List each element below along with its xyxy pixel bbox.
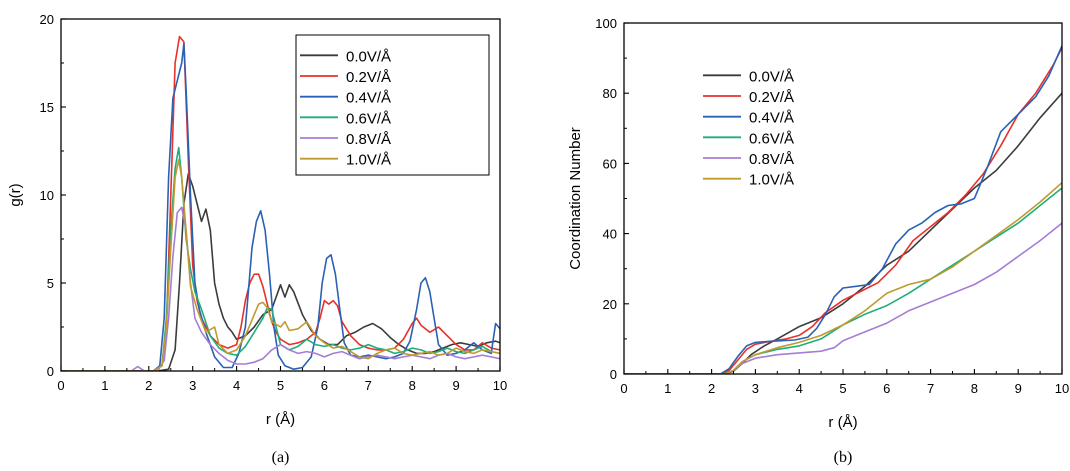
y-tick-label: 20: [603, 297, 617, 312]
x-tick-label: 7: [927, 381, 934, 396]
legend-label: 1.0V/Å: [346, 152, 391, 169]
y-tick-label: 100: [595, 16, 617, 31]
legend-label: 0.8V/Å: [749, 151, 794, 168]
legend-box: [295, 34, 490, 176]
y-tick-label: 5: [47, 276, 54, 291]
x-tick-label: 8: [409, 378, 416, 393]
panel-a-ticks: 0 1 2 3 4 5 6 7 8 9 10 0 5 10 15 20: [40, 12, 508, 393]
legend-label: 0.0V/Å: [346, 48, 391, 65]
x-tick-label: 0: [57, 378, 64, 393]
panel-b-curves: [624, 45, 1062, 374]
x-tick-label: 4: [233, 378, 240, 393]
y-tick-label: 0: [610, 367, 617, 382]
panel-b-legend: 0.0V/Å 0.2V/Å 0.4V/Å 0.6V/Å 0.8V/Å 1.0V/Å: [699, 55, 811, 195]
x-tick-label: 2: [708, 381, 715, 396]
panel-a-curves: [61, 35, 500, 371]
x-tick-label: 3: [189, 378, 196, 393]
legend-label: 0.6V/Å: [749, 130, 794, 147]
panel-b-caption: (b): [834, 449, 853, 466]
legend-label: 0.0V/Å: [749, 68, 794, 85]
series-line-1-0V: [624, 182, 1062, 374]
series-line-0-4V: [61, 42, 500, 371]
x-tick-label: 0: [620, 381, 627, 396]
panel-b-x-axis-label: r (Å): [828, 414, 857, 431]
x-tick-label: 5: [277, 378, 284, 393]
legend-label: 0.8V/Å: [346, 131, 391, 148]
y-tick-label: 80: [603, 86, 617, 101]
panel-a-legend: 0.0V/Å 0.2V/Å 0.4V/Å 0.6V/Å 0.8V/Å 1.0V/Å: [295, 34, 490, 176]
series-line-0-8V: [61, 206, 500, 371]
panel-b-y-axis-label: Coordination Number: [567, 127, 584, 270]
x-tick-label: 8: [971, 381, 978, 396]
y-tick-label: 15: [40, 100, 54, 115]
legend-label: 0.6V/Å: [346, 110, 391, 127]
legend-box: [699, 55, 811, 195]
y-tick-label: 0: [47, 364, 54, 379]
x-tick-label: 9: [1015, 381, 1022, 396]
series-line-0-6V: [61, 146, 500, 371]
panel-a-y-axis-label: g(r): [7, 183, 24, 206]
series-line-0-2V: [61, 35, 500, 371]
x-tick-label: 10: [493, 378, 507, 393]
x-tick-label: 1: [101, 378, 108, 393]
legend-label: 0.2V/Å: [346, 69, 391, 86]
panel-b-plot-frame: [623, 22, 1063, 375]
x-tick-label: 2: [145, 378, 152, 393]
series-line-1-0V: [61, 159, 500, 371]
y-tick-label: 40: [603, 227, 617, 242]
x-tick-label: 5: [839, 381, 846, 396]
x-tick-label: 1: [664, 381, 671, 396]
y-tick-label: 60: [603, 156, 617, 171]
legend-label: 0.4V/Å: [346, 90, 391, 107]
legend-label: 0.4V/Å: [749, 110, 794, 127]
series-line-0-6V: [624, 187, 1062, 374]
x-tick-label: 3: [752, 381, 759, 396]
series-line-0-8V: [624, 222, 1062, 374]
legend-label: 1.0V/Å: [749, 172, 794, 189]
x-tick-label: 10: [1055, 381, 1069, 396]
panel-a-x-axis-label: r (Å): [266, 411, 295, 428]
y-tick-label: 10: [40, 188, 54, 203]
series-line-0-0V: [624, 92, 1062, 374]
x-tick-label: 7: [365, 378, 372, 393]
panel-a-caption: (a): [272, 449, 290, 466]
x-tick-label: 9: [452, 378, 459, 393]
x-tick-label: 6: [883, 381, 890, 396]
y-tick-label: 20: [40, 12, 54, 27]
series-line-0-2V: [624, 47, 1062, 374]
legend-label: 0.2V/Å: [749, 89, 794, 106]
x-tick-label: 6: [321, 378, 328, 393]
x-tick-label: 4: [796, 381, 803, 396]
series-line-0-4V: [624, 45, 1062, 374]
